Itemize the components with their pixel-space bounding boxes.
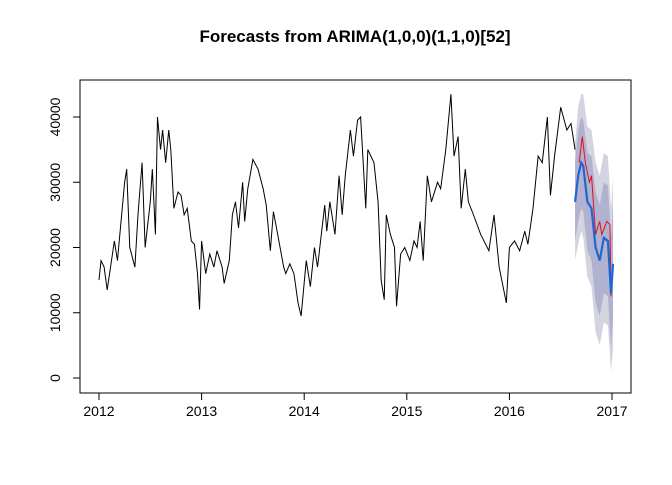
x-tick-label: 2016 [494,403,525,419]
chart-title: Forecasts from ARIMA(1,0,0)(1,1,0)[52] [199,27,510,46]
x-tick-label: 2013 [186,403,217,419]
y-tick-label: 40000 [47,97,63,136]
y-tick-label: 20000 [47,228,63,267]
y-tick-label: 10000 [47,293,63,332]
x-tick-label: 2014 [289,403,320,419]
series-line [98,94,576,317]
series-line [578,136,614,297]
plot-box [79,79,632,394]
x-tick-label: 2017 [596,403,627,419]
y-tick-label: 0 [47,374,63,382]
x-tick-label: 2015 [391,403,422,419]
y-tick-label: 30000 [47,163,63,202]
x-tick-label: 2012 [83,403,114,419]
series-line [573,159,615,294]
